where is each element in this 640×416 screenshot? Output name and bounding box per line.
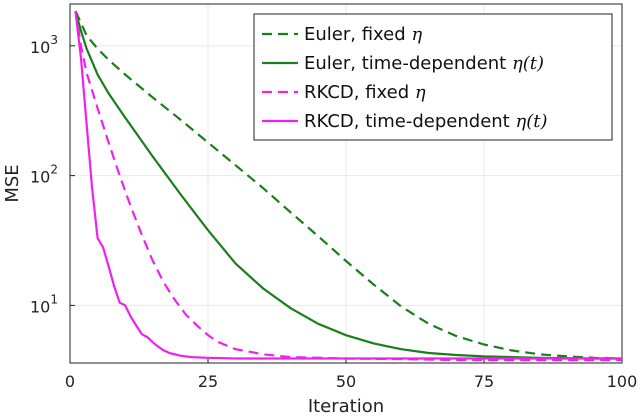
series-line-2 bbox=[74, 10, 622, 360]
y-tick-label: 101 bbox=[30, 292, 58, 316]
series-layer bbox=[74, 10, 623, 362]
legend-box bbox=[253, 13, 613, 141]
x-tick-label: 0 bbox=[65, 372, 75, 391]
legend-label-1: Euler, fixed η bbox=[304, 24, 422, 45]
y-tick-label: 102 bbox=[30, 163, 58, 187]
legend: Euler, fixed η Euler, time-dependent η(t)… bbox=[253, 13, 613, 141]
x-tick-label: 50 bbox=[336, 372, 356, 391]
x-tick-label: 100 bbox=[607, 372, 638, 391]
x-tick-label: 25 bbox=[198, 372, 218, 391]
x-tick-label: 75 bbox=[474, 372, 494, 391]
y-tick-label: 103 bbox=[30, 33, 58, 57]
y-axis-label: MSE bbox=[2, 164, 23, 202]
legend-label-4: RKCD, time-dependent η(t) bbox=[304, 111, 548, 132]
legend-label-2: Euler, time-dependent η(t) bbox=[304, 53, 544, 74]
ticks: 0 25 50 75 100 101 102 103 bbox=[30, 33, 637, 391]
series-line-1 bbox=[74, 10, 623, 360]
x-axis-label: Iteration bbox=[308, 396, 384, 416]
series-line-4 bbox=[74, 10, 622, 360]
legend-label-3: RKCD, fixed η bbox=[304, 82, 426, 103]
